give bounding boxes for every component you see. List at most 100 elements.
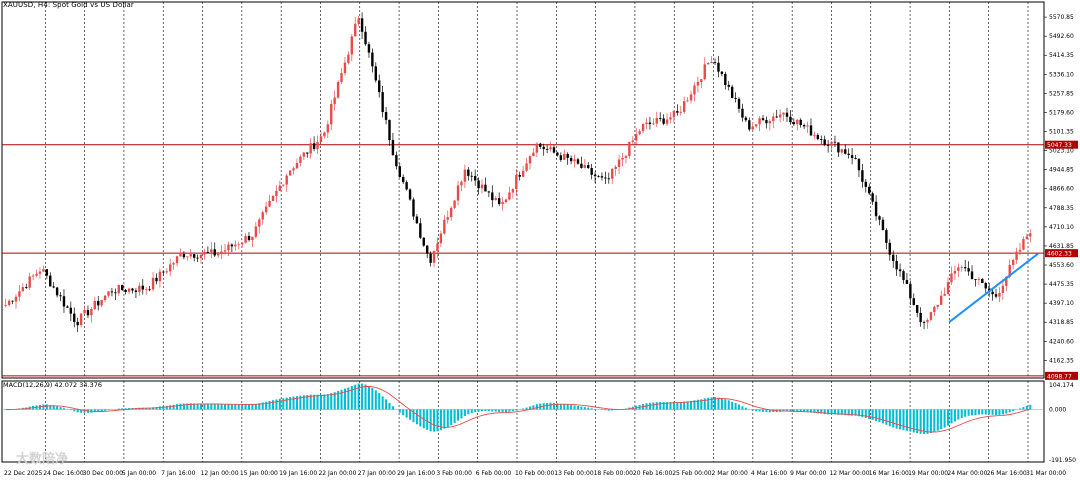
candle-body [696, 81, 700, 86]
candle-body [275, 190, 278, 196]
candle-body [751, 126, 754, 130]
x-tick-label: 12 Jan 00:00 [201, 470, 239, 477]
candle-body [922, 322, 926, 323]
candle-body [806, 125, 809, 127]
candle-body [189, 254, 192, 257]
trendline[interactable] [948, 252, 1039, 323]
chart-title: XAUUSD, H4: Spot Gold vs US Dollar [3, 1, 134, 9]
y-tick-label: 5492.60 [1049, 33, 1074, 40]
x-tick-label: 24 Dec 16:00 [43, 470, 84, 477]
candle-body [963, 267, 967, 269]
candle-body [405, 182, 408, 190]
candle-body [203, 251, 206, 255]
candle-body [820, 139, 823, 140]
candle-body [343, 62, 347, 74]
candle-body [953, 270, 957, 274]
level-price-box [1045, 371, 1078, 380]
candle-body [895, 261, 898, 270]
candle-body [210, 249, 213, 253]
candle-body [165, 271, 168, 273]
candle-body [330, 103, 333, 125]
macd-y-tick-label: 104.174 [1049, 382, 1074, 389]
candle-body [227, 244, 230, 251]
candle-body [364, 31, 367, 45]
candle-body [521, 170, 525, 177]
candle-body [888, 242, 891, 255]
candle-body [539, 143, 542, 147]
y-tick-label: 4475.35 [1049, 281, 1074, 288]
level-price-box [1045, 249, 1078, 258]
candle-body [90, 309, 93, 316]
candle-body [278, 185, 282, 191]
candle-body [957, 267, 960, 271]
candle-body [186, 256, 189, 258]
candle-body [436, 243, 439, 251]
candle-body [768, 121, 772, 124]
candle-body [693, 85, 696, 95]
candle-body [713, 62, 717, 63]
candle-body [796, 119, 799, 125]
candle-body [66, 306, 69, 308]
candle-body [73, 313, 76, 322]
macd-y-tick-label: 0.000 [1049, 406, 1066, 413]
candle-body [607, 178, 611, 180]
candle-body [545, 149, 549, 150]
y-tick-label: 5101.35 [1049, 129, 1074, 136]
level-price-label: 4098.77 [1047, 373, 1072, 380]
candle-body [425, 245, 429, 254]
candle-body [679, 111, 682, 113]
candle-body [453, 200, 456, 208]
y-tick-label: 4397.10 [1049, 300, 1074, 307]
candle-body [473, 176, 477, 181]
candle-body [593, 174, 597, 177]
candle-body [491, 192, 494, 201]
x-tick-label: 12 Mar 00:00 [829, 470, 869, 477]
x-tick-label: 13 Feb 00:00 [554, 470, 594, 477]
x-tick-label: 19 Mar 00:00 [908, 470, 948, 477]
candle-body [912, 298, 915, 306]
candle-body [333, 97, 336, 104]
candle-body [31, 275, 35, 277]
candle-body [881, 219, 885, 231]
candle-body [38, 271, 42, 274]
candle-body [258, 219, 261, 227]
candle-body [477, 180, 480, 189]
candle-body [676, 111, 679, 113]
candle-body [97, 300, 100, 306]
candle-body [1025, 236, 1029, 240]
candle-body [871, 193, 874, 202]
candle-body [395, 155, 398, 167]
candle-body [367, 44, 371, 53]
candle-body [1008, 264, 1011, 277]
candle-body [1022, 239, 1025, 250]
x-tick-label: 24 Mar 00:00 [947, 470, 987, 477]
candle-body [672, 111, 676, 118]
candle-body [124, 290, 127, 292]
candle-body [549, 147, 552, 150]
candle-body [220, 251, 223, 255]
candle-body [138, 285, 141, 292]
candle-body [916, 305, 919, 313]
candle-body [645, 122, 648, 125]
level-price-box [1045, 140, 1078, 149]
candle-body [268, 201, 271, 207]
candle-body [857, 158, 861, 171]
candle-body [463, 169, 467, 182]
macd-y-tick-label: -191.950 [1049, 457, 1076, 464]
candle-body [734, 97, 737, 99]
candle-body [412, 199, 415, 217]
candle-body [830, 141, 833, 146]
candle-body [59, 295, 62, 297]
candle-body [761, 118, 765, 120]
x-tick-label: 27 Jan 00:00 [358, 470, 396, 477]
candle-body [933, 306, 936, 313]
candle-body [350, 36, 354, 55]
candle-body [230, 244, 234, 247]
y-tick-label: 4866.60 [1049, 186, 1074, 193]
candle-body [525, 163, 528, 171]
candle-body [833, 141, 837, 143]
candle-body [885, 230, 888, 243]
candle-body [1005, 276, 1008, 286]
candle-body [141, 285, 144, 290]
